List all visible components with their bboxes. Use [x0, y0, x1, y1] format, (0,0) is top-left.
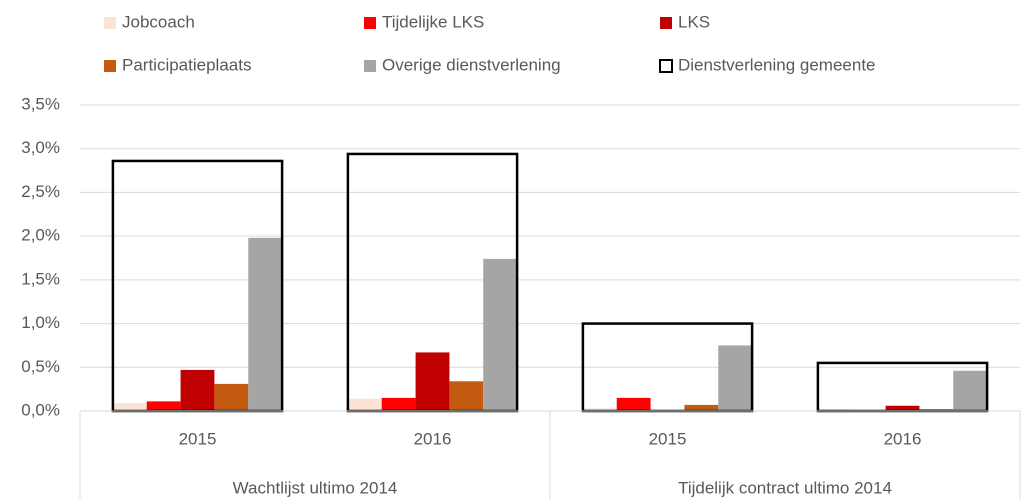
- legend-swatch: [660, 17, 672, 29]
- bar: [214, 383, 249, 411]
- bar: [483, 258, 518, 411]
- bar: [347, 398, 382, 411]
- x-tick-label: 2015: [179, 429, 217, 448]
- legend-label: Tijdelijke LKS: [382, 12, 484, 31]
- bar: [248, 237, 283, 411]
- y-tick-label: 2,5%: [21, 182, 60, 201]
- bar: [180, 369, 215, 411]
- bar: [582, 408, 617, 411]
- x-tick-label: 2016: [414, 429, 452, 448]
- y-tick-label: 3,0%: [21, 138, 60, 157]
- bar: [112, 403, 147, 411]
- legend-label: Dienstverlening gemeente: [678, 55, 876, 74]
- legend-swatch: [364, 60, 376, 72]
- legend-label: Participatieplaats: [122, 55, 251, 74]
- legend-label: LKS: [678, 12, 710, 31]
- group-label: Tijdelijk contract ultimo 2014: [678, 478, 892, 497]
- bar: [885, 405, 920, 411]
- bar: [684, 404, 719, 411]
- x-tick-label: 2015: [649, 429, 687, 448]
- legend-swatch: [104, 60, 116, 72]
- legend-swatch: [104, 17, 116, 29]
- bar: [415, 352, 450, 411]
- legend-label: Overige dienstverlening: [382, 55, 561, 74]
- y-tick-label: 1,5%: [21, 269, 60, 288]
- y-tick-label: 1,0%: [21, 313, 60, 332]
- x-tick-label: 2016: [884, 429, 922, 448]
- bar: [449, 381, 484, 411]
- y-tick-label: 0,0%: [21, 400, 60, 419]
- group-label: Wachtlijst ultimo 2014: [233, 478, 398, 497]
- bar: [953, 370, 988, 411]
- bar: [718, 345, 753, 411]
- y-tick-label: 0,5%: [21, 357, 60, 376]
- bar: [381, 397, 416, 411]
- bar: [146, 401, 181, 411]
- y-tick-label: 3,5%: [21, 94, 60, 113]
- y-tick-label: 2,0%: [21, 226, 60, 245]
- legend-swatch: [659, 59, 673, 73]
- bar: [616, 397, 651, 411]
- legend-swatch: [364, 17, 376, 29]
- legend-label: Jobcoach: [122, 12, 195, 31]
